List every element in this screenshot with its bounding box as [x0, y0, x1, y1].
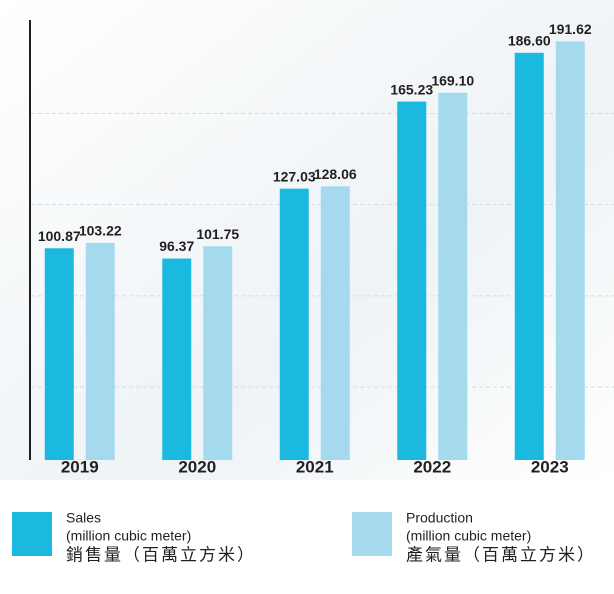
legend-label-zh: 產氣量（百萬立方米）: [406, 545, 596, 564]
bar: [514, 52, 544, 461]
data-label: 101.75: [196, 226, 239, 242]
legend-label-zh: 銷售量（百萬立方米）: [66, 545, 256, 564]
bar: [162, 258, 192, 460]
x-tick-label: 2022: [413, 457, 451, 476]
legend-label: Production: [406, 510, 473, 526]
data-label: 127.03: [273, 168, 316, 184]
legend-swatch: [12, 512, 52, 556]
bar: [438, 92, 468, 460]
bar: [397, 101, 427, 460]
bar: [85, 242, 115, 460]
data-label: 103.22: [79, 223, 122, 239]
data-label: 96.37: [159, 238, 194, 254]
legend-unit: (million cubic meter): [66, 528, 191, 544]
bar: [44, 248, 74, 460]
data-label: 165.23: [390, 81, 433, 97]
bar: [279, 188, 309, 460]
legend-label: Sales: [66, 510, 101, 526]
legend-swatch: [352, 512, 392, 556]
data-label: 100.87: [38, 228, 81, 244]
x-tick-label: 2020: [178, 457, 216, 476]
x-tick-label: 2019: [61, 457, 99, 476]
bar: [555, 41, 585, 460]
data-label: 128.06: [314, 166, 357, 182]
data-label: 186.60: [508, 33, 551, 49]
data-label: 191.62: [549, 21, 592, 37]
x-tick-label: 2023: [531, 457, 569, 476]
x-tick-label: 2021: [296, 457, 334, 476]
bar: [320, 186, 350, 460]
bar: [203, 246, 233, 460]
data-label: 169.10: [431, 72, 474, 88]
legend-unit: (million cubic meter): [406, 528, 531, 544]
